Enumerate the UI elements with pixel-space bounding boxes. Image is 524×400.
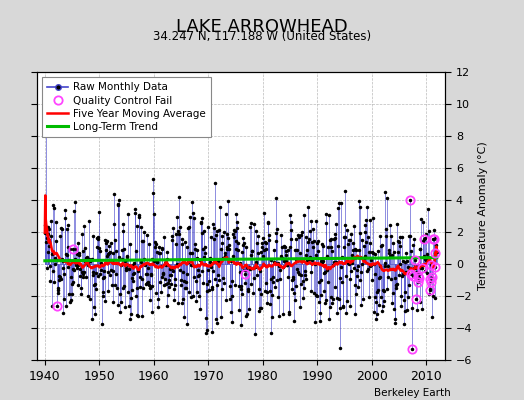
Text: Berkeley Earth: Berkeley Earth: [374, 388, 451, 398]
Text: 34.247 N, 117.188 W (United States): 34.247 N, 117.188 W (United States): [153, 30, 371, 43]
Text: LAKE ARROWHEAD: LAKE ARROWHEAD: [176, 18, 348, 36]
Y-axis label: Temperature Anomaly (°C): Temperature Anomaly (°C): [478, 142, 488, 290]
Legend: Raw Monthly Data, Quality Control Fail, Five Year Moving Average, Long-Term Tren: Raw Monthly Data, Quality Control Fail, …: [42, 77, 211, 137]
